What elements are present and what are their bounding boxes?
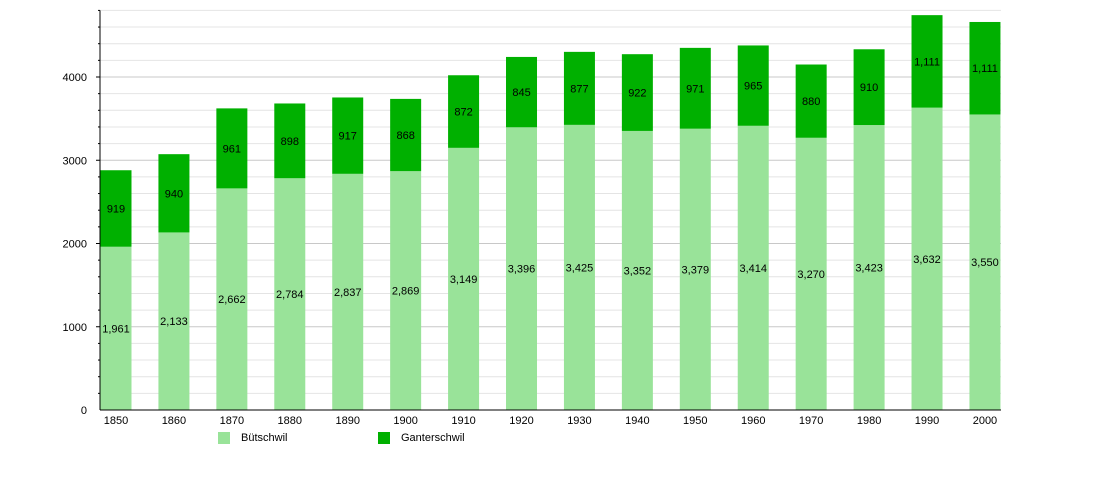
bar-ganterschwil-1860 <box>158 154 190 233</box>
y-tick-label: 2000 <box>63 239 87 251</box>
x-tick-label: 2000 <box>973 415 997 427</box>
data-label: 3,270 <box>797 269 825 281</box>
y-tick-label: 1000 <box>63 322 87 334</box>
bar-ganterschwil-1960 <box>737 45 769 126</box>
bar-ganterschwil-2000 <box>969 21 1001 115</box>
data-label: 917 <box>339 131 357 143</box>
data-label: 1,961 <box>102 323 130 335</box>
legend-label: Ganterschwil <box>401 432 465 444</box>
x-tick-label: 1930 <box>567 415 591 427</box>
bars: 1,961 919 2,133 940 2,662 961 2,784 898 2,837 917… <box>100 15 1001 411</box>
data-label: 965 <box>744 81 762 93</box>
bar-ganterschwil-1870 <box>216 108 248 189</box>
bar-btschwil-1870 <box>216 188 248 410</box>
bar-btschwil-1950 <box>679 128 711 411</box>
x-tick-label: 1940 <box>625 415 649 427</box>
x-tick-label: 1850 <box>104 415 128 427</box>
bar-btschwil-1910 <box>448 147 480 410</box>
bar-btschwil-1930 <box>563 124 595 411</box>
bar-ganterschwil-1990 <box>911 15 943 108</box>
data-label: 919 <box>107 203 125 215</box>
data-label: 3,149 <box>450 274 478 286</box>
data-label: 868 <box>396 130 414 142</box>
data-label: 3,425 <box>566 262 594 274</box>
bar-ganterschwil-1900 <box>390 98 422 172</box>
legend-item-ganterschwil: Ganterschwil <box>378 432 465 444</box>
bar-btschwil-1960 <box>737 125 769 411</box>
gridlines <box>100 9 1001 394</box>
y-tick-label: 3000 <box>63 155 87 167</box>
bar-btschwil-1940 <box>621 130 653 411</box>
bar-ganterschwil-1880 <box>274 103 306 179</box>
data-label: 3,352 <box>624 265 652 277</box>
data-label: 845 <box>512 87 530 99</box>
bar-ganterschwil-1950 <box>679 47 711 129</box>
bar-ganterschwil-1890 <box>332 97 364 174</box>
bar-btschwil-1880 <box>274 178 306 410</box>
x-tick-label: 1960 <box>741 415 765 427</box>
bar-ganterschwil-1970 <box>795 64 827 138</box>
data-label: 880 <box>802 96 820 108</box>
x-tick-label: 1870 <box>220 415 244 427</box>
data-label: 3,550 <box>971 257 999 269</box>
bar-btschwil-1980 <box>853 125 885 410</box>
data-label: 2,784 <box>276 289 304 301</box>
x-tick-label: 1910 <box>451 415 475 427</box>
x-tick-label: 1880 <box>278 415 302 427</box>
legend-swatch <box>378 432 390 444</box>
data-label: 2,662 <box>218 294 246 306</box>
data-label: 3,423 <box>855 263 883 275</box>
data-label: 872 <box>454 107 472 119</box>
x-tick-label: 1970 <box>799 415 823 427</box>
data-label: 1,111 <box>914 56 940 68</box>
data-label: 2,837 <box>334 287 362 299</box>
data-label: 877 <box>570 83 588 95</box>
y-tick-label: 4000 <box>63 72 87 84</box>
data-label: 3,379 <box>682 264 710 276</box>
legend-item-butschwil: Bütschwil <box>218 432 287 444</box>
bar-btschwil-2000 <box>969 114 1001 411</box>
x-tick-label: 1900 <box>393 415 417 427</box>
data-label: 2,869 <box>392 286 420 298</box>
bar-ganterschwil-1930 <box>563 51 595 125</box>
bar-ganterschwil-1850 <box>100 170 132 247</box>
data-label: 898 <box>281 136 299 148</box>
data-label: 940 <box>165 188 183 200</box>
axes <box>96 9 1001 411</box>
bar-btschwil-1900 <box>390 171 422 410</box>
data-label: 961 <box>223 143 241 155</box>
data-label: 1,111 <box>972 63 998 75</box>
x-tick-label: 1920 <box>509 415 533 427</box>
bar-btschwil-1970 <box>795 137 827 410</box>
data-label: 3,396 <box>508 264 536 276</box>
data-label: 3,414 <box>739 263 767 275</box>
bar-btschwil-1850 <box>100 246 132 410</box>
x-tick-label: 1980 <box>857 415 881 427</box>
x-tick-label: 1860 <box>162 415 186 427</box>
x-tick-label: 1890 <box>335 415 359 427</box>
bar-ganterschwil-1980 <box>853 49 885 126</box>
legend-swatch <box>218 432 230 444</box>
bar-ganterschwil-1940 <box>621 54 653 131</box>
data-label: 971 <box>686 83 704 95</box>
bar-ganterschwil-1920 <box>506 56 538 128</box>
data-label: 2,133 <box>160 316 188 328</box>
bar-ganterschwil-1910 <box>448 75 480 148</box>
x-tick-label: 1950 <box>683 415 707 427</box>
data-label: 3,632 <box>913 254 941 266</box>
legend-label: Bütschwil <box>241 432 288 444</box>
bar-btschwil-1890 <box>332 173 364 410</box>
data-label: 910 <box>860 82 878 94</box>
bar-btschwil-1920 <box>506 127 538 411</box>
bar-btschwil-1990 <box>911 107 943 411</box>
y-tick-label: 0 <box>81 405 87 417</box>
x-tick-label: 1990 <box>915 415 939 427</box>
data-label: 922 <box>628 88 646 100</box>
tick-labels: 0 1000 2000 3000 4000 1850 1860 1870 1880 1890 190… <box>63 72 998 427</box>
bar-btschwil-1860 <box>158 232 190 410</box>
